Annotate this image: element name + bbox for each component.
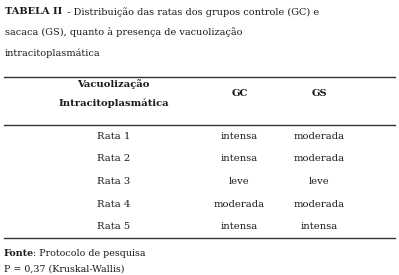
Text: intensa: intensa: [221, 222, 258, 231]
Text: Vacuolização: Vacuolização: [77, 79, 150, 89]
Text: Fonte: Fonte: [4, 249, 34, 258]
Text: - Distribuição das ratas dos grupos controle (GC) e: - Distribuição das ratas dos grupos cont…: [64, 7, 319, 17]
Text: intensa: intensa: [221, 132, 258, 141]
Text: sacaca (GS), quanto à presença de vacuolização: sacaca (GS), quanto à presença de vacuol…: [5, 28, 242, 37]
Text: P = 0,37 (Kruskal-Wallis): P = 0,37 (Kruskal-Wallis): [4, 265, 124, 274]
Text: Rata 5: Rata 5: [97, 222, 130, 231]
Text: Rata 1: Rata 1: [97, 132, 130, 141]
Text: intracitoplasmática: intracitoplasmática: [5, 48, 101, 58]
Text: moderada: moderada: [214, 200, 265, 208]
Text: moderada: moderada: [294, 155, 345, 163]
Text: Intracitoplasmática: Intracitoplasmática: [58, 99, 169, 109]
Text: GS: GS: [311, 89, 327, 98]
Text: moderada: moderada: [294, 200, 345, 208]
Text: TABELA II: TABELA II: [5, 7, 62, 16]
Text: leve: leve: [229, 177, 250, 186]
Text: Rata 4: Rata 4: [97, 200, 130, 208]
Text: GC: GC: [231, 89, 248, 98]
Text: leve: leve: [309, 177, 330, 186]
Text: Rata 3: Rata 3: [97, 177, 130, 186]
Text: intensa: intensa: [300, 222, 338, 231]
Text: moderada: moderada: [294, 132, 345, 141]
Text: Rata 2: Rata 2: [97, 155, 130, 163]
Text: intensa: intensa: [221, 155, 258, 163]
Text: : Protocolo de pesquisa: : Protocolo de pesquisa: [33, 249, 145, 258]
